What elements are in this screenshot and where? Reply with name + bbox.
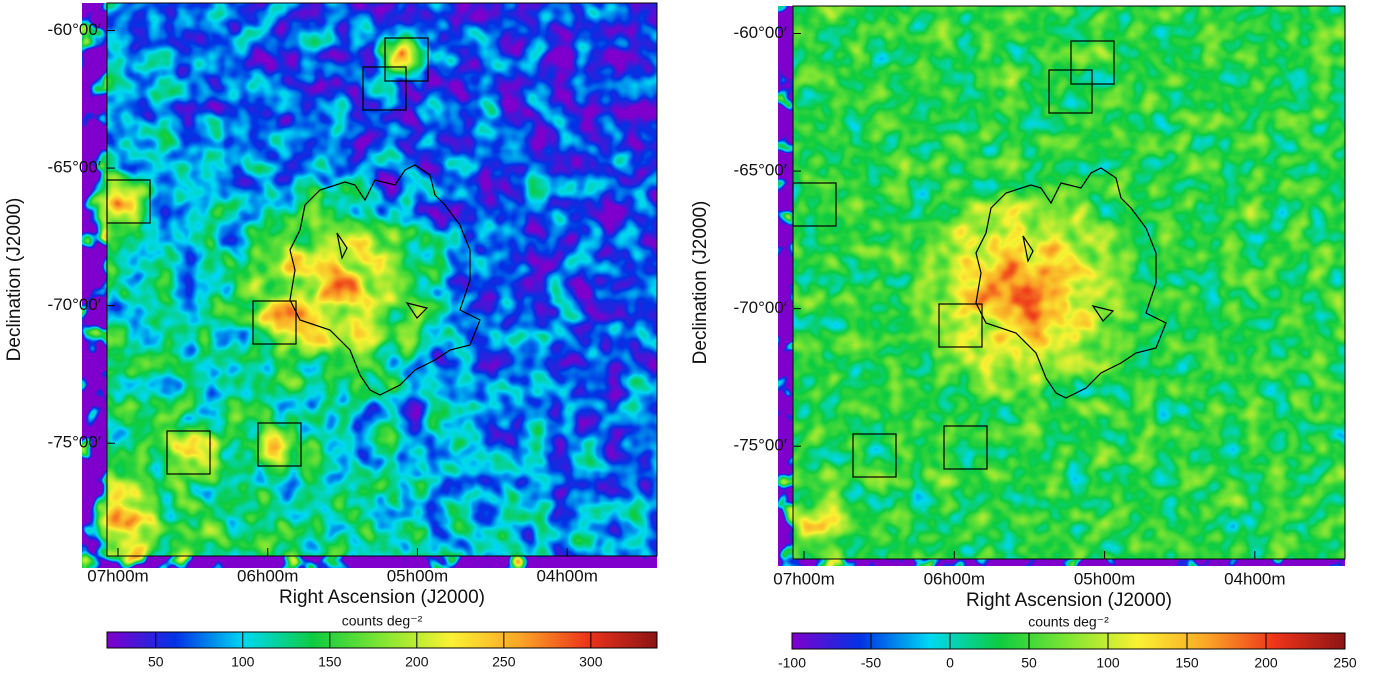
source-emission [778, 486, 858, 566]
plot-frame [792, 5, 1346, 560]
colorbar-tick-label: 50 [148, 654, 164, 670]
colorbar-tick-label: 100 [1096, 655, 1120, 671]
colorbar-tick-label: 200 [405, 654, 429, 670]
source-box [257, 422, 302, 467]
x-tick-label: 04h00m [1224, 569, 1285, 588]
colorbar-tick-label: 150 [318, 654, 342, 670]
source-box [943, 425, 988, 470]
source-emission [82, 478, 172, 568]
y-tick-label: -70°00′ [48, 295, 101, 314]
y-tick-label: -75°00′ [48, 433, 101, 452]
colorbar-tick-label: -50 [861, 655, 881, 671]
y-axis-label: Declination (J2000) [690, 201, 711, 365]
source-emission [247, 418, 307, 478]
x-tick-label: 07h00m [87, 566, 148, 585]
x-axis-label: Right Ascension (J2000) [966, 590, 1172, 611]
x-tick-label: 05h00m [387, 566, 448, 585]
y-axis-label: Declination (J2000) [4, 198, 25, 362]
colorbar-tick-label: 100 [231, 654, 255, 670]
colorbar-tick-label: 200 [1254, 655, 1278, 671]
x-tick-label: 07h00m [773, 569, 834, 588]
y-tick-label: -60°00′ [734, 23, 787, 42]
x-tick-label: 06h00m [237, 566, 298, 585]
sky-map [82, 3, 657, 568]
colorbar-tick-label: 50 [1021, 655, 1037, 671]
colorbar-tick-label: -100 [778, 655, 806, 671]
source-box [166, 430, 211, 475]
colorbar-tick-label: 250 [1333, 655, 1357, 671]
x-tick-label: 04h00m [536, 566, 597, 585]
sky-map [778, 6, 1345, 566]
colorbar [791, 632, 1346, 650]
y-tick-label: -65°00′ [48, 158, 101, 177]
x-axis-label: Right Ascension (J2000) [279, 587, 485, 608]
colorbar-tick-label: 0 [946, 655, 954, 671]
y-tick-label: -65°00′ [734, 161, 787, 180]
panel: 07h00m 06h00m 05h00m 04h00m -60°00′ -65°00′ -7… [4, 2, 658, 670]
source-emission [372, 23, 432, 83]
y-tick-label: -60°00′ [48, 20, 101, 39]
source-emission [152, 418, 222, 488]
source-box [1048, 69, 1093, 114]
lmc-emission [898, 176, 1148, 406]
colorbar-tick-label: 250 [492, 654, 516, 670]
source-emission [257, 293, 317, 353]
source-box [252, 300, 297, 345]
lmc-emission [207, 168, 467, 408]
y-tick-label: -75°00′ [734, 436, 787, 455]
colorbar-label: counts deg⁻² [1028, 614, 1109, 630]
colorbar-tick-label: 300 [579, 654, 603, 670]
panel: 07h00m 06h00m 05h00m 04h00m -60°00′ -65°00′ -7… [690, 5, 1357, 671]
plot-frame [106, 2, 658, 557]
source-emission [82, 168, 152, 238]
colorbar-tick-label: 150 [1175, 655, 1199, 671]
source-box [852, 433, 897, 478]
x-tick-label: 05h00m [1074, 569, 1135, 588]
source-box [938, 303, 983, 348]
colorbar [106, 631, 658, 649]
panels: 07h00m 06h00m 05h00m 04h00m -60°00′ -65°00′ -7… [4, 2, 1357, 671]
y-tick-label: -70°00′ [734, 298, 787, 317]
x-tick-label: 06h00m [924, 569, 985, 588]
source-box [362, 66, 407, 111]
colorbar-label: counts deg⁻² [342, 613, 423, 629]
